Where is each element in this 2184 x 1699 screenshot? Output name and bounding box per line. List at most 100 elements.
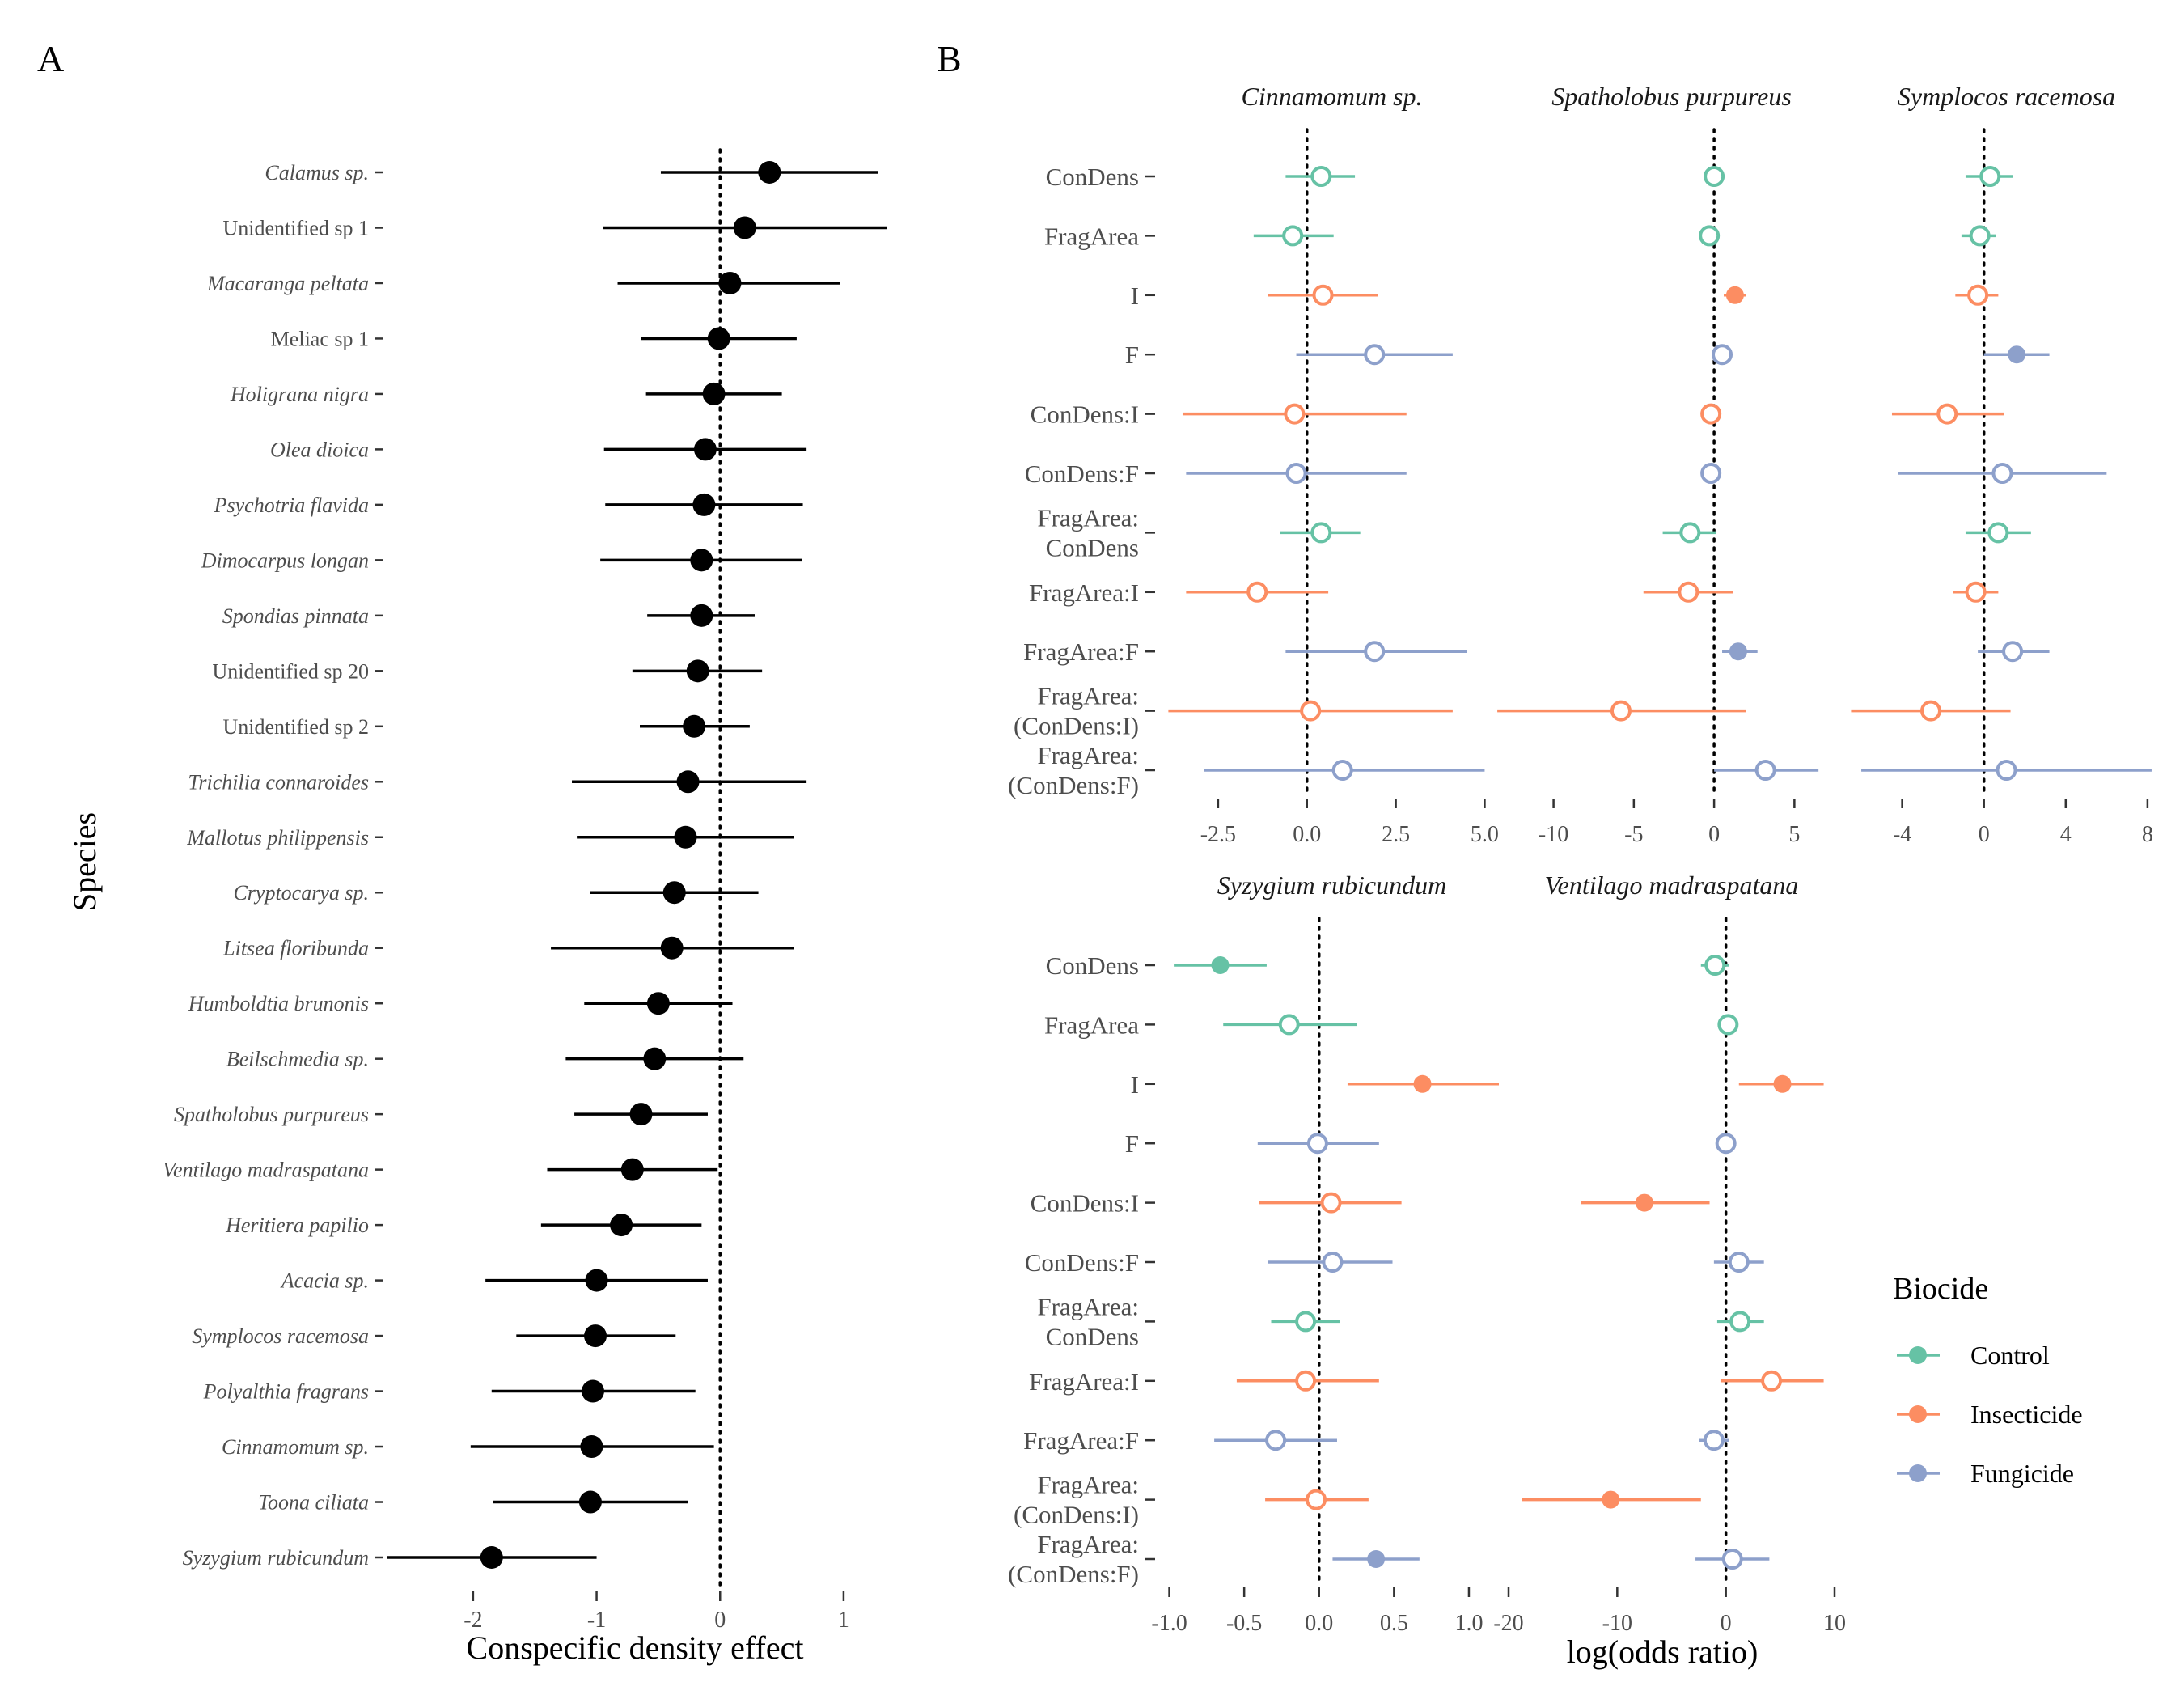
legend-title: Biocide (1893, 1272, 1988, 1306)
species-estimate (610, 1214, 633, 1237)
term-estimate (1729, 1311, 1751, 1333)
term-estimate (1278, 1014, 1300, 1036)
x-tick-label: 0 (714, 1608, 726, 1633)
term-estimate (1320, 1192, 1342, 1214)
term-label: FragArea: (1037, 741, 1139, 769)
term-estimate (1773, 1074, 1792, 1093)
term-estimate (1602, 1490, 1620, 1509)
species-estimate (480, 1546, 503, 1569)
x-tick-label: -5 (1624, 822, 1643, 847)
x-tick-label: 0.5 (1380, 1611, 1408, 1636)
species-label: Dimocarpus longan (201, 549, 369, 572)
term-estimate (1729, 642, 1747, 661)
term-label: ConDens:I (1031, 1189, 1139, 1218)
legend-label: Fungicide (1970, 1459, 2074, 1488)
x-tick-label: 10 (1823, 1611, 1846, 1636)
term-estimate (1295, 1311, 1317, 1333)
species-label: Ventilago madraspatana (163, 1159, 369, 1182)
panel-a-xlabel: Conspecific density effect (467, 1629, 804, 1666)
panel-label-a: A (37, 38, 64, 79)
term-label: FragArea:F (1023, 1426, 1139, 1455)
term-label: I (1131, 282, 1139, 310)
term-estimate (1678, 581, 1699, 603)
x-tick-label: -1.0 (1151, 1611, 1187, 1636)
term-estimate (1295, 1370, 1317, 1392)
term-label: ConDens (1046, 533, 1139, 561)
species-estimate (584, 1324, 607, 1348)
term-label: ConDens:I (1031, 400, 1139, 429)
term-estimate (1965, 581, 1987, 603)
term-label: ConDens:F (1025, 1248, 1139, 1277)
species-estimate (578, 1490, 602, 1514)
species-estimate (674, 825, 697, 849)
legend-dot (1909, 1464, 1927, 1482)
facet-title: Cinnamomum sp. (1241, 82, 1422, 111)
biocide-legend: Biocide Control Insecticide Fungicide (1893, 1272, 2083, 1488)
species-label: Unidentified sp 2 (222, 715, 369, 739)
term-estimate (1679, 522, 1701, 544)
facet-title: Syzygium rubicundum (1217, 871, 1447, 900)
term-estimate (1211, 956, 1230, 974)
species-estimate (646, 992, 670, 1015)
term-estimate (1322, 1252, 1344, 1273)
legend-label: Control (1970, 1341, 2050, 1370)
species-label: Acacia sp. (280, 1269, 369, 1293)
term-estimate (1987, 522, 2009, 544)
facet-1: Spatholobus purpureus -10 -5 0 5 (1497, 82, 1819, 847)
term-estimate (1265, 1430, 1287, 1451)
species-label: Holigrana nigra (230, 383, 369, 406)
panel-b-xlabel: log(odds ratio) (1567, 1633, 1759, 1670)
species-label: Unidentified sp 1 (222, 216, 369, 239)
x-tick-label: 0 (1708, 822, 1720, 847)
legend-label: Insecticide (1970, 1400, 2083, 1429)
species-label: Olea dioica (270, 438, 369, 461)
panel-b-facet-grid: log(odds ratio) ConDens FragArea I F ConDens… (1008, 82, 2153, 1670)
legend-key-fungicide (1897, 1464, 1940, 1482)
term-estimate (1969, 225, 1991, 247)
species-label: Polyalthia fragrans (203, 1380, 369, 1404)
term-estimate (2008, 345, 2026, 364)
term-label: FragArea: (1037, 682, 1139, 710)
term-estimate (1979, 166, 2001, 187)
legend-key-control (1897, 1346, 1940, 1364)
panel-a-forest-plot: Species Conspecific density effect Calam… (66, 148, 887, 1666)
x-tick-label: -10 (1539, 822, 1568, 847)
species-estimate (692, 493, 716, 516)
term-label: FragArea (1044, 222, 1139, 250)
term-estimate (1967, 284, 1989, 306)
x-tick-label: 2.5 (1382, 822, 1410, 847)
panel-a-ylabel: Species (66, 812, 103, 911)
facet-4: Ventilago madraspatana -20 -10 0 10 (1493, 871, 1846, 1636)
term-estimate (1310, 166, 1332, 187)
term-label: FragArea:I (1029, 578, 1139, 607)
facet-title: Ventilago madraspatana (1545, 871, 1799, 900)
species-label: Humboldtia brunonis (188, 992, 369, 1015)
species-estimate (629, 1103, 653, 1126)
term-estimate (1715, 1133, 1737, 1155)
legend-key-insecticide (1897, 1405, 1940, 1423)
term-estimate (1704, 955, 1726, 976)
term-label: FragArea:I (1029, 1367, 1139, 1396)
term-estimate (1704, 166, 1725, 187)
species-estimate (702, 382, 726, 405)
species-label: Litsea floribunda (222, 937, 369, 960)
species-estimate (662, 881, 686, 905)
term-label: FragArea: (1037, 1471, 1139, 1499)
species-label: Beilschmedia sp. (226, 1048, 369, 1071)
term-label: FragArea:F (1023, 638, 1139, 666)
term-label: ConDens (1046, 951, 1139, 980)
legend-dot (1909, 1346, 1927, 1364)
x-tick-label: -2.5 (1200, 822, 1236, 847)
term-estimate (1728, 1252, 1750, 1273)
term-estimate (1367, 1550, 1386, 1568)
x-tick-label: -0.5 (1226, 1611, 1262, 1636)
x-tick-label: 0.0 (1293, 822, 1321, 847)
term-estimate (1285, 463, 1307, 484)
term-estimate (1700, 403, 1722, 425)
species-label: Mallotus philippensis (186, 826, 369, 850)
species-estimate (690, 549, 713, 572)
term-label: FragArea: (1037, 1292, 1139, 1320)
x-tick-label: -4 (1893, 822, 1911, 847)
term-estimate (1919, 700, 1941, 722)
species-estimate (580, 1435, 603, 1459)
